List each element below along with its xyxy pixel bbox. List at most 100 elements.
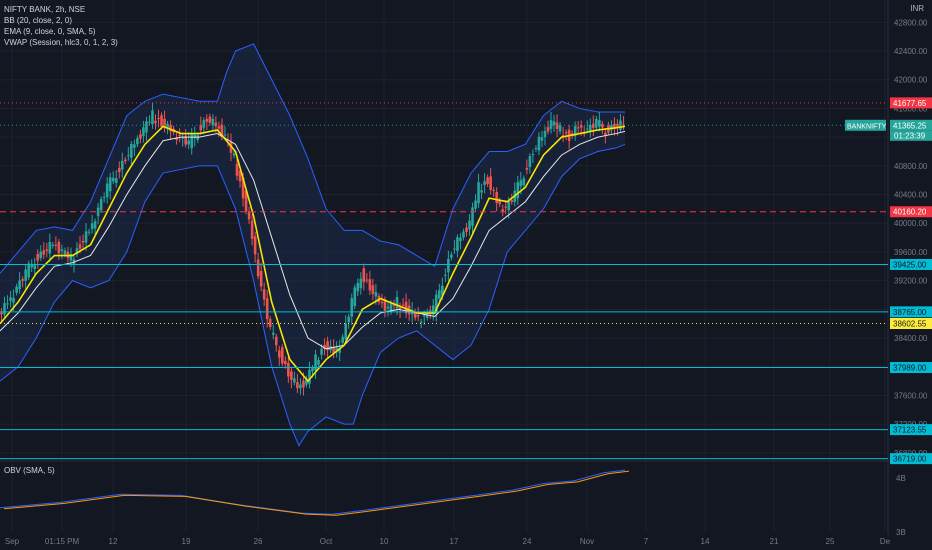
level-price-tag [890, 424, 932, 436]
candle-body [489, 176, 492, 190]
candle-body [595, 118, 598, 128]
candle-body [389, 303, 393, 312]
candle-body [483, 181, 486, 185]
candle-body [9, 297, 12, 301]
ema-legend[interactable]: EMA (9, close, 0, SMA, 5) [4, 27, 96, 36]
level-price-tag [890, 306, 932, 318]
candle-body [274, 336, 278, 346]
candle-body [522, 178, 526, 186]
y-tick-label: 40400.00 [894, 191, 928, 200]
level-price-label: 37989.00 [893, 364, 927, 373]
x-tick-label: Sep [5, 537, 20, 546]
level-price-label: 36719.00 [893, 455, 927, 464]
candle-body [573, 126, 577, 137]
candle-body [21, 279, 24, 281]
candle-body [166, 123, 169, 128]
level-price-label: 40160.20 [893, 208, 927, 217]
candle-body [175, 137, 178, 140]
x-tick-label: 10 [380, 537, 389, 546]
y-tick-label: 37600.00 [894, 391, 928, 400]
candle-body [404, 301, 408, 314]
candle-body [136, 138, 139, 145]
candle-body [42, 250, 46, 255]
currency-label: INR [910, 4, 924, 13]
y-tick-label: 40800.00 [894, 162, 928, 171]
candle-body [456, 237, 459, 252]
candle-body [305, 378, 308, 385]
candle-body [108, 177, 112, 192]
candle-body [362, 268, 366, 283]
candle-body [99, 199, 103, 211]
candle-body [178, 134, 181, 136]
candle-body [386, 306, 390, 309]
level-price-tag [890, 119, 932, 131]
obv-legend[interactable]: OBV (SMA, 5) [4, 466, 55, 475]
x-tick-label: 24 [523, 537, 532, 546]
candle-body [139, 134, 142, 139]
x-tick-label: 7 [644, 537, 649, 546]
candle-body [133, 144, 136, 148]
candle-body [344, 323, 348, 340]
symbol-title[interactable]: NIFTY BANK, 2h, NSE [4, 5, 86, 14]
candle-body [154, 120, 157, 124]
candle-body [528, 156, 532, 168]
candle-body [96, 207, 100, 217]
level-price-label: 38602.55 [893, 319, 927, 328]
bollinger-band-fill [0, 43, 625, 446]
x-tick-label: 12 [109, 537, 118, 546]
candle-body [434, 294, 438, 314]
candle-body [519, 180, 523, 187]
x-tick-label: Nov [580, 537, 594, 546]
candle-body [199, 124, 203, 131]
candle-body [540, 137, 544, 141]
candle-body [474, 200, 477, 209]
candle-body [87, 231, 91, 233]
candle-body [552, 121, 556, 126]
candle-body [501, 209, 505, 212]
candle-body [332, 347, 335, 354]
candle-body [214, 122, 218, 127]
y-tick-label: 39600.00 [894, 248, 928, 257]
candle-body [169, 124, 172, 132]
candle-body [576, 127, 580, 129]
candle-body [492, 189, 495, 191]
candle-body [555, 122, 559, 129]
obv-sma-line [3, 470, 630, 516]
candle-body [3, 303, 6, 315]
candle-body [75, 248, 79, 255]
candle-body [15, 286, 18, 293]
candle-body [78, 244, 82, 249]
candle-body [93, 221, 97, 229]
candle-body [211, 118, 215, 126]
candle-body [163, 118, 166, 128]
level-price-tag [890, 206, 932, 218]
candle-body [462, 231, 465, 238]
candle-body [398, 307, 402, 310]
candle-body [543, 131, 547, 138]
candle-body [247, 211, 251, 220]
candle-body [160, 115, 163, 127]
candle-body [326, 341, 329, 351]
candle-body [284, 360, 287, 365]
candle-body [235, 163, 239, 176]
candle-body [341, 336, 344, 343]
x-tick-label: 21 [770, 537, 779, 546]
candle-body [613, 123, 616, 129]
candle-body [422, 315, 426, 317]
candle-body [69, 253, 73, 261]
candle-body [311, 368, 314, 372]
y-tick-label: 41600.00 [894, 104, 928, 113]
bb-legend[interactable]: BB (20, close, 2, 0) [4, 16, 73, 25]
candle-body [450, 254, 453, 258]
level-price-tag [890, 97, 932, 109]
x-tick-label: 17 [450, 537, 459, 546]
candle-body [495, 191, 498, 204]
candle-body [486, 177, 489, 185]
vwap-legend[interactable]: VWAP (Session, hlc3, 0, 1, 2, 3) [4, 38, 118, 47]
level-price-label: 41677.65 [893, 99, 927, 108]
symbol-tag [845, 119, 886, 131]
candle-body [220, 124, 224, 138]
level-price-label: 39425.00 [893, 260, 927, 269]
x-tick-label: 26 [254, 537, 263, 546]
